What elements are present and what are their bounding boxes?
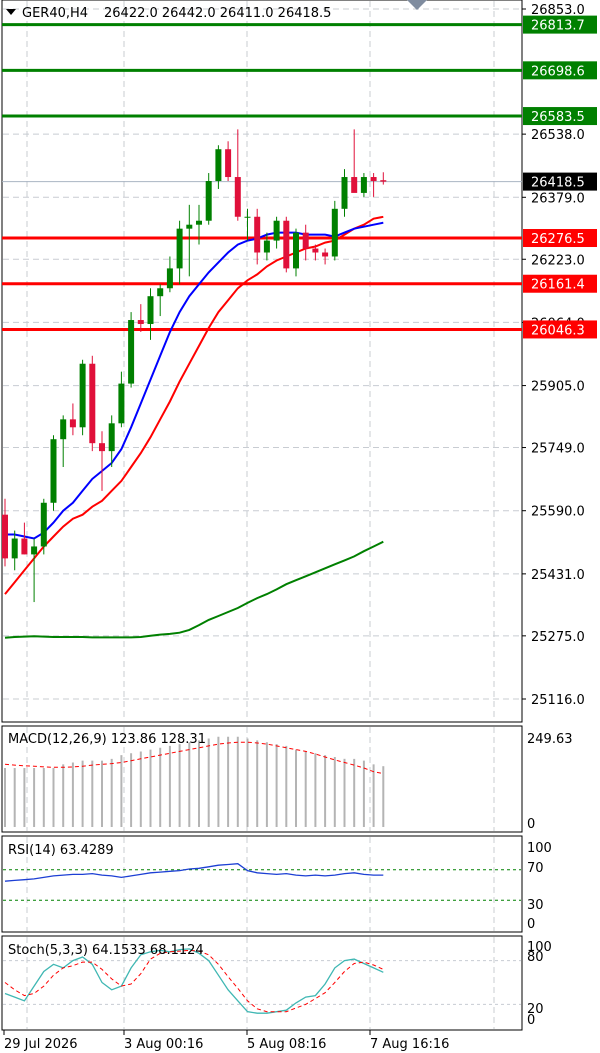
candle-body[interactable] [69, 419, 76, 428]
candle-body[interactable] [89, 363, 96, 444]
macd-axis-top: 249.63 [527, 732, 573, 747]
resistance-level-2-tag-label: 26698.6 [531, 64, 585, 79]
stoch-axis-80: 80 [527, 950, 544, 965]
candle-body[interactable] [205, 181, 212, 221]
candle-body[interactable] [137, 320, 144, 325]
candle-body[interactable] [157, 288, 164, 297]
candle-body[interactable] [341, 177, 348, 209]
ma-fast-line [5, 221, 384, 540]
candle-body[interactable] [351, 177, 358, 193]
stoch-signal-line [4, 949, 384, 1013]
symbol-label: GER40,H4 [22, 6, 88, 21]
candle-body[interactable] [128, 320, 135, 384]
ma-slow-line [4, 215, 384, 595]
rsi-axis-30: 30 [527, 898, 544, 913]
price-axis-label: 25749.0 [531, 442, 585, 457]
rsi-axis-100: 100 [527, 841, 552, 856]
support-level-2-tag [523, 274, 597, 293]
candle-body[interactable] [380, 180, 387, 182]
price-axis-label: 25116.0 [531, 693, 585, 708]
price-axis-label: 26379.0 [531, 191, 585, 206]
candle-body[interactable] [31, 546, 38, 555]
candle-body[interactable] [322, 252, 329, 257]
support-level-2-tag-label: 26161.4 [531, 278, 585, 293]
candle-body[interactable] [50, 439, 57, 503]
candle-body[interactable] [360, 177, 367, 193]
price-axis-label: 25275.0 [531, 630, 585, 645]
support-level-1-tag [523, 229, 597, 248]
candle-body[interactable] [273, 220, 280, 241]
ma-long-line [4, 540, 384, 639]
price-axis-label: 26538.0 [531, 128, 585, 143]
stoch-label: Stoch(5,3,3) 64.1533 68.1124 [8, 943, 204, 958]
candle-body[interactable] [40, 502, 47, 547]
resistance-level-1-tag [523, 15, 597, 34]
price-axis-label: 26223.0 [531, 253, 585, 268]
ohlc-readout: 26422.0 26442.0 26411.0 26418.5 [104, 6, 331, 21]
stoch-axis-100: 100 [527, 940, 552, 955]
main-pane[interactable] [1, 0, 523, 723]
candle-body[interactable] [302, 232, 309, 249]
candle-body[interactable] [60, 419, 67, 440]
resistance-level-3-tag [523, 107, 597, 126]
resistance-level-1-tag-label: 26813.7 [531, 19, 585, 34]
time-label-1: 29 Jul 2026 [4, 1037, 78, 1052]
price-axis-label: 25590.0 [531, 505, 585, 520]
candle-body[interactable] [234, 177, 241, 217]
price-axis-label: 25431.0 [531, 568, 585, 583]
candle-body[interactable] [293, 232, 299, 269]
rsi-axis-70: 70 [527, 861, 544, 876]
resistance-level-2-tag [523, 61, 597, 80]
rsi-axis-0: 0 [527, 917, 535, 932]
candle-body[interactable] [147, 296, 154, 325]
rsi-pane[interactable] [1, 835, 523, 933]
symbol-menu-arrow-icon[interactable] [6, 9, 16, 15]
candle-body[interactable] [166, 268, 173, 289]
price-axis-label: 25905.0 [531, 380, 585, 395]
macd-signal-line [4, 741, 384, 775]
candle-body[interactable] [176, 228, 183, 269]
stoch-axis-20: 20 [527, 1002, 544, 1017]
stoch-pane[interactable] [1, 935, 523, 1031]
candle-body[interactable] [254, 216, 261, 253]
rsi-line [4, 863, 384, 882]
support-level-3-tag-label: 26046.3 [531, 323, 585, 338]
candle-body[interactable] [99, 443, 105, 452]
time-label-4: 7 Aug 16:16 [370, 1037, 449, 1052]
candle-body[interactable] [263, 240, 270, 253]
chart-shift-marker-icon[interactable] [407, 0, 427, 10]
resistance-level-3-tag-label: 26583.5 [531, 110, 585, 125]
candle-body[interactable] [370, 177, 377, 182]
candle-body[interactable] [312, 248, 319, 253]
price-axis-label: 26853.0 [531, 3, 585, 18]
current-price-tag-label: 26418.5 [531, 176, 585, 191]
candle-body[interactable] [196, 220, 202, 225]
macd-label: MACD(12,26,9) 123.86 128.31 [8, 732, 206, 747]
candle-body[interactable] [225, 149, 232, 178]
candle-body[interactable] [21, 538, 28, 555]
candle-body[interactable] [118, 383, 125, 424]
macd-axis-bottom: 0 [527, 817, 535, 832]
candle-body[interactable] [331, 208, 338, 257]
candle-body[interactable] [108, 423, 115, 452]
current-price-tag [523, 172, 597, 191]
stoch-axis-0: 0 [527, 1013, 535, 1028]
support-level-3-tag [523, 320, 597, 339]
time-label-2: 3 Aug 00:16 [124, 1037, 203, 1052]
candle-body[interactable] [244, 216, 251, 218]
candle-body[interactable] [215, 149, 222, 182]
candle-body[interactable] [11, 538, 18, 559]
rsi-label: RSI(14) 63.4289 [8, 843, 114, 858]
time-label-3: 5 Aug 08:16 [247, 1037, 326, 1052]
candle-body[interactable] [283, 220, 290, 269]
candle-body[interactable] [186, 224, 193, 229]
support-level-1-tag-label: 26276.5 [531, 232, 585, 247]
candle-body[interactable] [79, 363, 86, 428]
candle-body[interactable] [2, 514, 8, 559]
